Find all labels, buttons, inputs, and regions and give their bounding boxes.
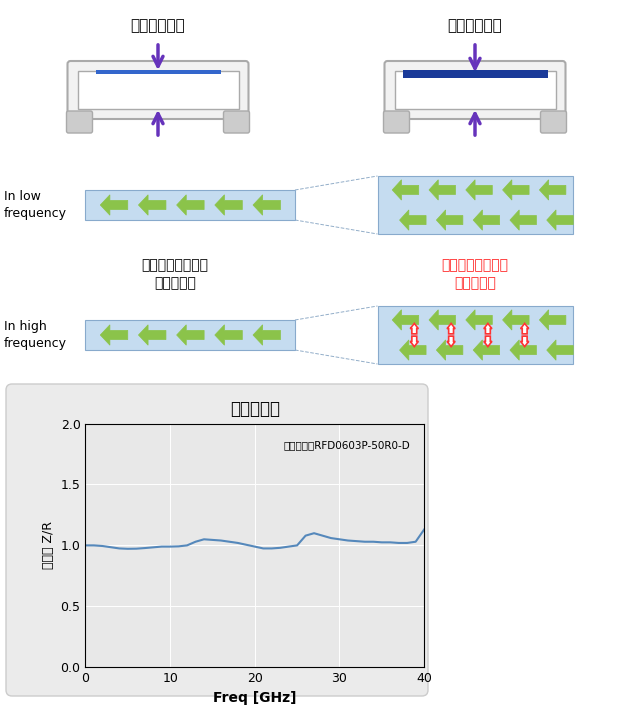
Polygon shape	[547, 210, 573, 230]
Polygon shape	[436, 210, 463, 230]
Polygon shape	[520, 323, 529, 334]
FancyBboxPatch shape	[6, 384, 428, 696]
FancyBboxPatch shape	[223, 111, 249, 133]
X-axis label: Freq [GHz]: Freq [GHz]	[213, 690, 296, 705]
Text: In high
frequency: In high frequency	[4, 320, 67, 350]
Polygon shape	[100, 325, 128, 345]
Polygon shape	[410, 323, 418, 334]
Polygon shape	[503, 180, 529, 200]
FancyBboxPatch shape	[68, 61, 249, 119]
Polygon shape	[139, 325, 166, 345]
FancyBboxPatch shape	[66, 111, 92, 133]
Polygon shape	[253, 195, 280, 215]
Polygon shape	[520, 323, 529, 334]
Bar	[403, 70, 548, 78]
Polygon shape	[177, 325, 204, 345]
Polygon shape	[139, 195, 166, 215]
Text: 抜抗膜：厚膜: 抜抗膜：厚膜	[448, 18, 503, 33]
Bar	[377, 306, 572, 364]
Polygon shape	[466, 180, 492, 200]
Bar	[77, 71, 239, 109]
Polygon shape	[510, 210, 536, 230]
FancyBboxPatch shape	[541, 111, 567, 133]
Polygon shape	[215, 325, 242, 345]
Polygon shape	[473, 210, 499, 230]
Polygon shape	[399, 340, 426, 360]
Polygon shape	[429, 180, 456, 200]
Text: 参考品種　RFD0603P-50R0-D: 参考品種 RFD0603P-50R0-D	[284, 441, 411, 450]
Polygon shape	[510, 340, 536, 360]
Polygon shape	[399, 210, 426, 230]
Text: In low
frequency: In low frequency	[4, 190, 67, 220]
Polygon shape	[100, 195, 128, 215]
Polygon shape	[410, 323, 418, 334]
Bar	[394, 71, 556, 109]
Polygon shape	[392, 180, 418, 200]
Bar	[96, 70, 220, 74]
Y-axis label: 抜抗比 Z/R: 抜抗比 Z/R	[42, 522, 55, 569]
Bar	[85, 320, 295, 350]
Polygon shape	[447, 323, 455, 334]
Polygon shape	[520, 336, 529, 347]
Polygon shape	[539, 180, 566, 200]
Text: 表皮効果の影響を: 表皮効果の影響を	[441, 258, 508, 272]
Bar	[377, 176, 572, 234]
Text: 受けにくい: 受けにくい	[154, 276, 196, 290]
Text: 抜抗膜：薄膜: 抜抗膜：薄膜	[130, 18, 185, 33]
Polygon shape	[429, 310, 456, 330]
Title: 高周波特性: 高周波特性	[230, 400, 280, 418]
Polygon shape	[392, 310, 418, 330]
Polygon shape	[253, 325, 280, 345]
Polygon shape	[539, 310, 566, 330]
Polygon shape	[473, 340, 499, 360]
Text: 表皮効果の影響を: 表皮効果の影響を	[142, 258, 208, 272]
Polygon shape	[447, 336, 455, 347]
Bar	[85, 190, 295, 220]
Polygon shape	[503, 310, 529, 330]
FancyBboxPatch shape	[384, 61, 565, 119]
Polygon shape	[410, 336, 418, 347]
Text: 受けやすい: 受けやすい	[454, 276, 496, 290]
Polygon shape	[466, 310, 492, 330]
Polygon shape	[484, 323, 492, 334]
Polygon shape	[215, 195, 242, 215]
Polygon shape	[484, 336, 492, 347]
Polygon shape	[436, 340, 463, 360]
FancyBboxPatch shape	[384, 111, 410, 133]
Polygon shape	[547, 340, 573, 360]
Polygon shape	[177, 195, 204, 215]
Polygon shape	[447, 323, 455, 334]
Polygon shape	[484, 323, 492, 334]
